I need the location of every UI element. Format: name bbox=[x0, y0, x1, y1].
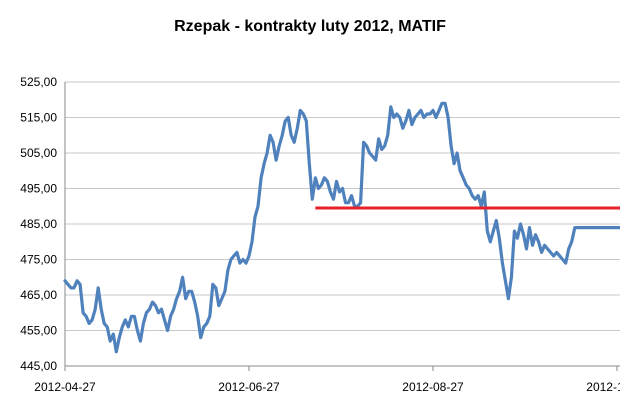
x-tick-label: 2012-10-27 bbox=[586, 380, 620, 394]
x-tick-label: 2012-08-27 bbox=[402, 380, 464, 394]
axes bbox=[64, 82, 620, 367]
y-tick-label: 455,00 bbox=[20, 324, 57, 338]
y-tick-label: 495,00 bbox=[20, 182, 57, 196]
gridlines bbox=[65, 81, 620, 367]
y-tick-label: 515,00 bbox=[20, 111, 57, 125]
y-tick-label: 445,00 bbox=[20, 359, 57, 373]
series-line bbox=[63, 101, 620, 354]
x-tick-label: 2012-04-27 bbox=[34, 380, 96, 394]
y-tick-labels: 525,00 515,00 505,00 495,00 485,00 475,00 465,… bbox=[20, 75, 57, 373]
x-tick-labels: 2012-04-27 2012-06-27 2012-08-27 2012-10-27 bbox=[34, 366, 620, 394]
series-group bbox=[63, 101, 620, 354]
chart-title: Rzepak - kontrakty luty 2012, MATIF bbox=[174, 18, 446, 35]
y-tick-label: 525,00 bbox=[20, 75, 57, 89]
y-tick-label: 505,00 bbox=[20, 146, 57, 160]
y-tick-label: 485,00 bbox=[20, 217, 57, 231]
y-tick-label: 465,00 bbox=[20, 288, 57, 302]
y-tick-label: 475,00 bbox=[20, 253, 57, 267]
x-tick-label: 2012-06-27 bbox=[218, 380, 280, 394]
